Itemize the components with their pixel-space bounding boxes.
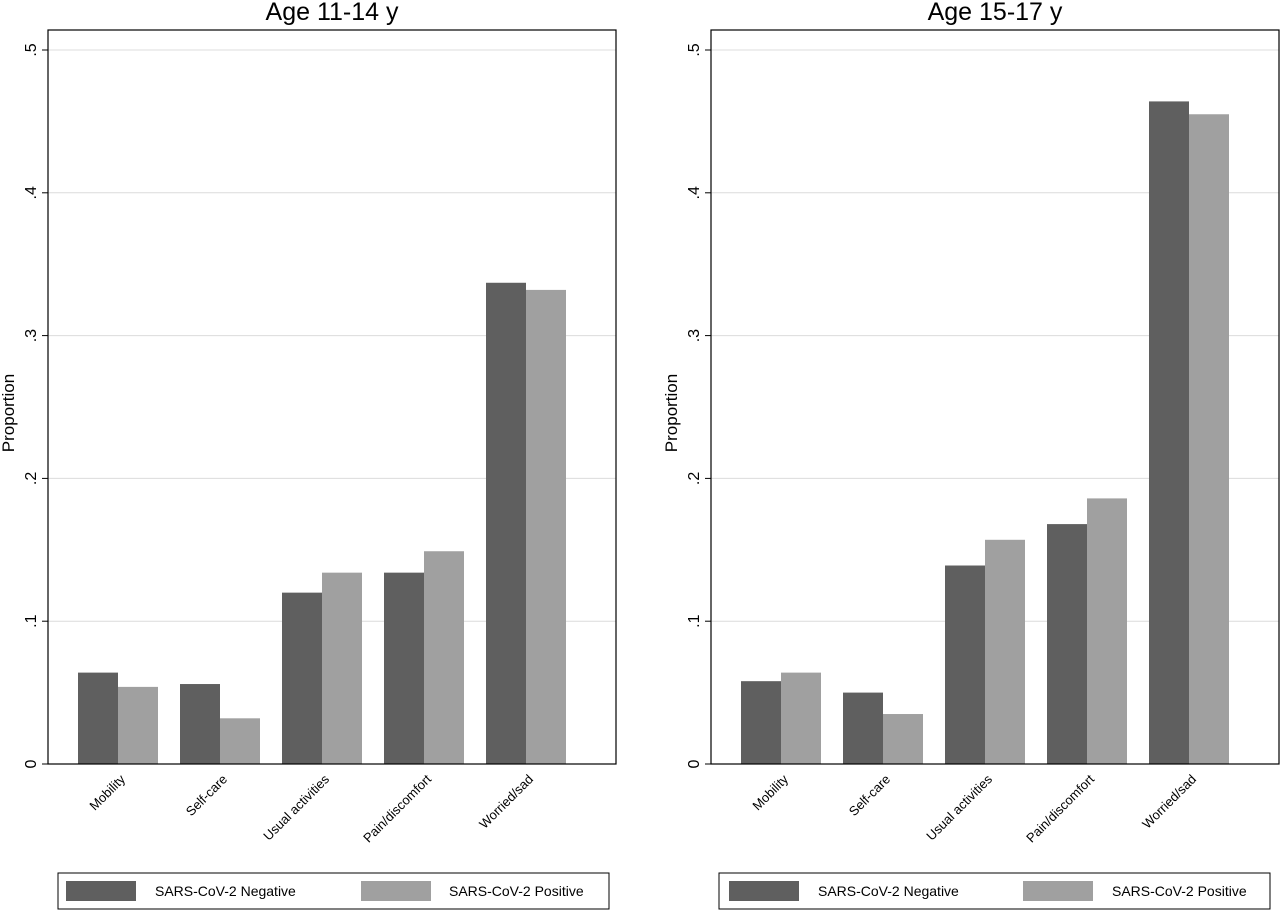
chart-title: Age 15-17 y [928,0,1063,26]
plot-area-frame [47,29,617,765]
y-axis-label: Proportion [0,374,18,452]
y-tick-label: .4 [686,186,703,199]
bar-self-care-sars-cov-2-negative [843,692,883,764]
legend-swatch-sars-cov-2-positive [1023,881,1093,901]
legend-swatch-sars-cov-2-negative [729,881,799,901]
y-axis-label: Proportion [662,374,681,452]
y-tick-label: 0 [23,759,40,768]
bar-pain-discomfort-sars-cov-2-positive [1087,498,1127,764]
bar-pain-discomfort-sars-cov-2-positive [424,551,464,764]
bar-mobility-sars-cov-2-positive [781,672,821,764]
bar-worried-sad-sars-cov-2-negative [1149,101,1189,764]
bar-usual-activities-sars-cov-2-positive [322,572,362,764]
legend-label-sars-cov-2-negative: SARS-CoV-2 Negative [155,883,296,899]
legend-swatch-sars-cov-2-negative [66,881,136,901]
bar-usual-activities-sars-cov-2-negative [945,565,985,764]
y-tick-label: .1 [686,614,703,627]
legend-label-sars-cov-2-positive: SARS-CoV-2 Positive [449,883,584,899]
y-tick-label: .5 [686,43,703,56]
bar-mobility-sars-cov-2-negative [741,681,781,764]
y-tick-label: .2 [23,472,40,485]
y-tick-label: .5 [23,43,40,56]
legend: SARS-CoV-2 Negative SARS-CoV-2 Positive [57,872,610,910]
bar-worried-sad-sars-cov-2-positive [1189,114,1229,764]
y-tick-label: .1 [23,614,40,627]
legend: SARS-CoV-2 Negative SARS-CoV-2 Positive [718,872,1271,910]
category-label-self-care: Self-care [183,772,230,819]
category-label-usual-activities: Usual activities [923,771,995,843]
category-label-pain-discomfort: Pain/discomfort [360,771,434,845]
category-label-mobility: Mobility [86,771,128,813]
category-label-mobility: Mobility [749,771,791,813]
bar-pain-discomfort-sars-cov-2-negative [384,572,424,764]
bar-usual-activities-sars-cov-2-negative [282,592,322,764]
legend-swatch-sars-cov-2-positive [361,881,431,901]
legend-label-sars-cov-2-positive: SARS-CoV-2 Positive [1112,883,1247,899]
bar-self-care-sars-cov-2-negative [180,684,220,764]
bar-mobility-sars-cov-2-negative [78,672,118,764]
bar-worried-sad-sars-cov-2-positive [526,289,566,764]
y-tick-label: .3 [23,329,40,342]
bar-self-care-sars-cov-2-positive [883,714,923,764]
y-tick-label: .4 [23,186,40,199]
bar-usual-activities-sars-cov-2-positive [985,539,1025,764]
plot-area-frame [710,29,1280,765]
y-tick-label: .3 [686,329,703,342]
category-label-usual-activities: Usual activities [260,771,332,843]
category-label-self-care: Self-care [846,772,893,819]
bar-mobility-sars-cov-2-positive [118,686,158,764]
legend-box [57,872,610,910]
chart-panel-age-15-17: Age 15-17 y 0 .1 .2 .3 .4 .5 Proportion Mobility… [662,0,1280,910]
bar-pain-discomfort-sars-cov-2-negative [1047,524,1087,764]
category-label-pain-discomfort: Pain/discomfort [1023,771,1097,845]
chart-panel-age-11-14: Age 11-14 y 0 .1 .2 .3 .4 .5 Proportion Mobility… [0,0,617,910]
y-tick-label: 0 [686,759,703,768]
legend-box [718,872,1271,910]
category-label-worried-sad: Worried/sad [1139,772,1199,832]
legend-label-sars-cov-2-negative: SARS-CoV-2 Negative [818,883,959,899]
y-tick-label: .2 [686,472,703,485]
category-label-worried-sad: Worried/sad [476,772,536,832]
bar-self-care-sars-cov-2-positive [220,718,260,764]
bar-worried-sad-sars-cov-2-negative [486,282,526,764]
chart-title: Age 11-14 y [266,0,399,26]
